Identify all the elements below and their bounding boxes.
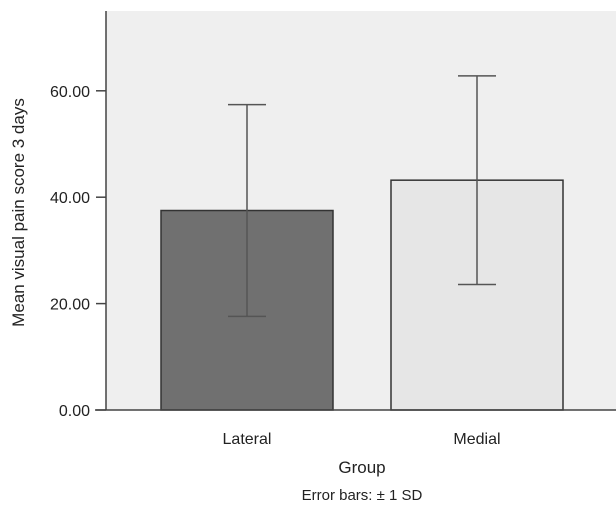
y-axis-title: Mean visual pain score 3 days xyxy=(9,98,28,327)
x-tick-label: Medial xyxy=(453,431,500,448)
error-bar-lateral xyxy=(228,103,266,318)
error-bar-medial xyxy=(458,75,496,286)
y-tick-label: 40.00 xyxy=(50,190,90,207)
y-axis-ticks: 0.00 20.00 40.00 60.00 xyxy=(50,84,106,420)
x-tick-label: Lateral xyxy=(223,431,272,448)
error-bar-footnote: Error bars: ± 1 SD xyxy=(302,487,423,504)
y-tick-label: 0.00 xyxy=(59,403,90,420)
x-axis-tick-labels: Lateral Medial xyxy=(223,431,501,448)
y-tick-label: 60.00 xyxy=(50,84,90,101)
error-bars xyxy=(228,75,496,318)
x-axis-title: Group xyxy=(338,458,385,477)
y-tick-label: 20.00 xyxy=(50,297,90,314)
